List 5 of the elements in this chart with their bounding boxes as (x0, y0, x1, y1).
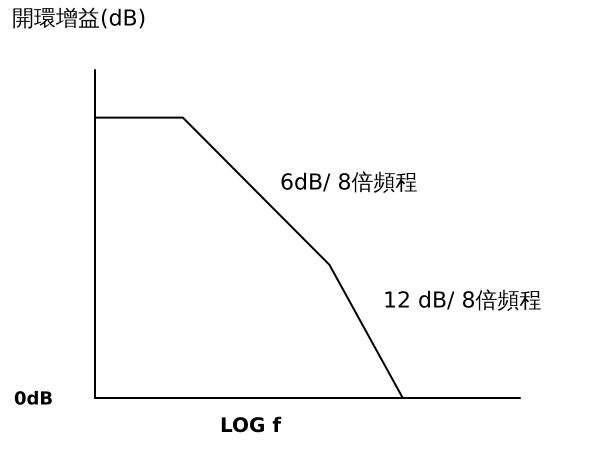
x-axis-title: LOG f (220, 413, 282, 437)
annotation: 6dB/ 8倍頻程 (280, 170, 418, 196)
annotation: 12 dB/ 8倍頻程 (383, 288, 542, 314)
text: 0dB (14, 388, 54, 410)
y-axis-title: 開環增益(dB) (12, 6, 146, 32)
